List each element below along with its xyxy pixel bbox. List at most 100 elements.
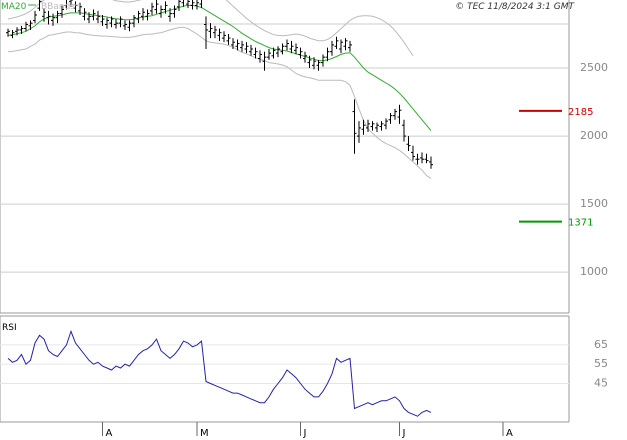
price-axis-ticks: 1000 1500 2000 2500 (580, 61, 608, 278)
ohlc-bar (420, 152, 424, 164)
rsi-panel-frame (0, 315, 570, 423)
price-tick-label: 2500 (580, 61, 608, 74)
ohlc-bar (298, 47, 303, 59)
ohlc-bar (402, 119, 406, 142)
ohlc-bar (330, 40, 334, 56)
ohlc-bar (10, 29, 15, 39)
ohlc-bar (397, 104, 402, 124)
ohlc-bar (195, 0, 199, 10)
ohlc-bar (379, 121, 384, 131)
ohlc-bar (231, 38, 235, 49)
ohlc-bar (285, 39, 289, 51)
ohlc-bar (87, 12, 91, 24)
ohlc-bar (145, 9, 150, 21)
ohlc-bar (415, 153, 420, 165)
legend: MA20 BBands (1, 2, 80, 12)
level-label: 1371 (568, 218, 593, 229)
ohlc-bar (208, 23, 213, 39)
ohlc-bar (276, 46, 280, 58)
price-panel-frame (0, 0, 570, 314)
ohlc-bar (307, 55, 312, 69)
ohlc-bar (280, 43, 285, 55)
ohlc-bar (181, 0, 184, 7)
bbands-lower (7, 26, 432, 179)
ohlc-bar (388, 112, 393, 124)
price-gridlines (0, 23, 569, 273)
copyright-text: © TEC 11/8/2024 3:1 GMT (455, 2, 575, 12)
rsi-tick-label: 45 (594, 376, 608, 389)
ohlc-bar (46, 10, 51, 25)
ohlc-bar (150, 2, 154, 15)
ohlc-bar (271, 47, 276, 59)
bbands-upper (7, 0, 414, 57)
ohlc-bar (429, 156, 433, 169)
ohlc-bar (406, 136, 411, 152)
ohlc-bar (6, 28, 10, 37)
ohlc-bar (82, 8, 87, 21)
ohlc-bar (217, 28, 222, 41)
price-levels: 2185 1371 (519, 107, 593, 229)
ohlc-bar (303, 51, 307, 63)
ohlc-bar (321, 54, 325, 67)
ohlc-bar (222, 31, 226, 43)
ohlc-bar (199, 0, 202, 9)
x-tick-label: A (106, 428, 113, 439)
ohlc-bar (334, 36, 339, 49)
bbands-upper-line (7, 0, 414, 57)
ohlc-bar (33, 10, 37, 24)
ohlc-bar (96, 10, 100, 24)
ohlc-bar (136, 10, 141, 24)
ohlc-bar (154, 0, 159, 14)
ohlc-bar (105, 17, 109, 29)
ohlc-bar (258, 50, 262, 63)
ohlc-bar (100, 14, 105, 26)
ohlc-bar (204, 16, 208, 49)
price-bars (6, 0, 433, 169)
ohlc-bar (312, 57, 316, 70)
rsi-tick-label: 55 (594, 357, 608, 370)
ohlc-bar (19, 25, 24, 35)
bbands-lower-line (7, 26, 432, 179)
ohlc-bar (69, 0, 73, 7)
ohlc-bar (325, 47, 330, 62)
ohlc-bar (361, 119, 366, 135)
ohlc-bar (244, 42, 249, 54)
price-tick-label: 1000 (580, 265, 608, 278)
ohlc-bar (118, 16, 123, 28)
ohlc-bar (51, 13, 55, 26)
ohlc-bar (55, 10, 60, 24)
ohlc-bar (172, 5, 177, 18)
price-tick-label: 2000 (580, 129, 608, 142)
ohlc-bar (28, 20, 33, 30)
ohlc-bar (348, 40, 352, 52)
ohlc-bar (114, 19, 118, 29)
rsi-gridlines (0, 344, 569, 384)
ohlc-bar (213, 25, 217, 39)
price-tick-label: 1500 (580, 197, 608, 210)
ohlc-bar (343, 38, 348, 51)
ohlc-bar (375, 122, 379, 133)
x-tick-label: M (200, 428, 209, 439)
ohlc-bar (262, 51, 267, 71)
rsi-panel-title: RSI (2, 323, 17, 333)
ohlc-bar (64, 0, 67, 10)
ohlc-bar (123, 20, 127, 30)
ohlc-bar (109, 16, 114, 28)
x-tick-label: J (402, 428, 406, 439)
ohlc-bar (159, 5, 163, 18)
ohlc-bar (294, 43, 298, 55)
ohlc-bar (384, 118, 388, 130)
ohlc-bar (267, 48, 271, 60)
ohlc-bar (177, 0, 181, 11)
ohlc-bar (424, 153, 429, 164)
ohlc-bar (226, 34, 231, 45)
ohlc-bar (42, 8, 46, 22)
ohlc-bar (253, 47, 258, 59)
ohlc-bar (240, 40, 244, 52)
ohlc-bar (352, 99, 357, 154)
x-tick-label: J (303, 428, 307, 439)
ohlc-bar (235, 39, 240, 51)
ohlc-bar (316, 59, 321, 71)
